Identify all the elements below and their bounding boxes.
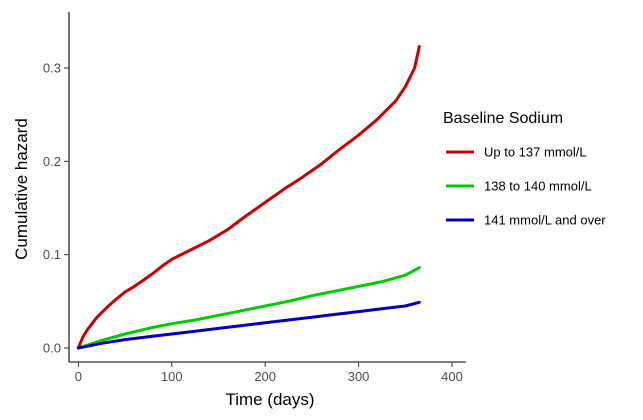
y-tick-label: 0.0	[43, 341, 61, 356]
legend: Baseline Sodium Up to 137 mmol/L 138 to 1…	[443, 110, 606, 228]
y-tick-label: 0.1	[43, 247, 61, 262]
legend-label: 141 mmol/L and over	[484, 213, 606, 228]
x-tick-label: 200	[254, 369, 276, 384]
series-line	[76, 300, 421, 350]
legend-label: 138 to 140 mmol/L	[484, 179, 592, 194]
series-line	[76, 266, 421, 350]
legend-title: Baseline Sodium	[443, 110, 563, 127]
y-axis-title: Cumulative hazard	[12, 118, 31, 260]
axes-layer: 0 100 200 300 400 0.0 0.1 0.2 0.3	[43, 12, 466, 384]
y-tick-label: 0.3	[43, 61, 61, 76]
x-axis-title: Time (days)	[225, 390, 314, 409]
y-tick-label: 0.2	[43, 154, 61, 169]
series-line	[76, 45, 421, 350]
series-layer	[76, 45, 421, 350]
x-tick-label: 100	[161, 369, 183, 384]
x-tick-label: 400	[441, 369, 463, 384]
x-tick-label: 300	[348, 369, 370, 384]
legend-label: Up to 137 mmol/L	[484, 145, 587, 160]
x-tick-label: 0	[75, 369, 82, 384]
